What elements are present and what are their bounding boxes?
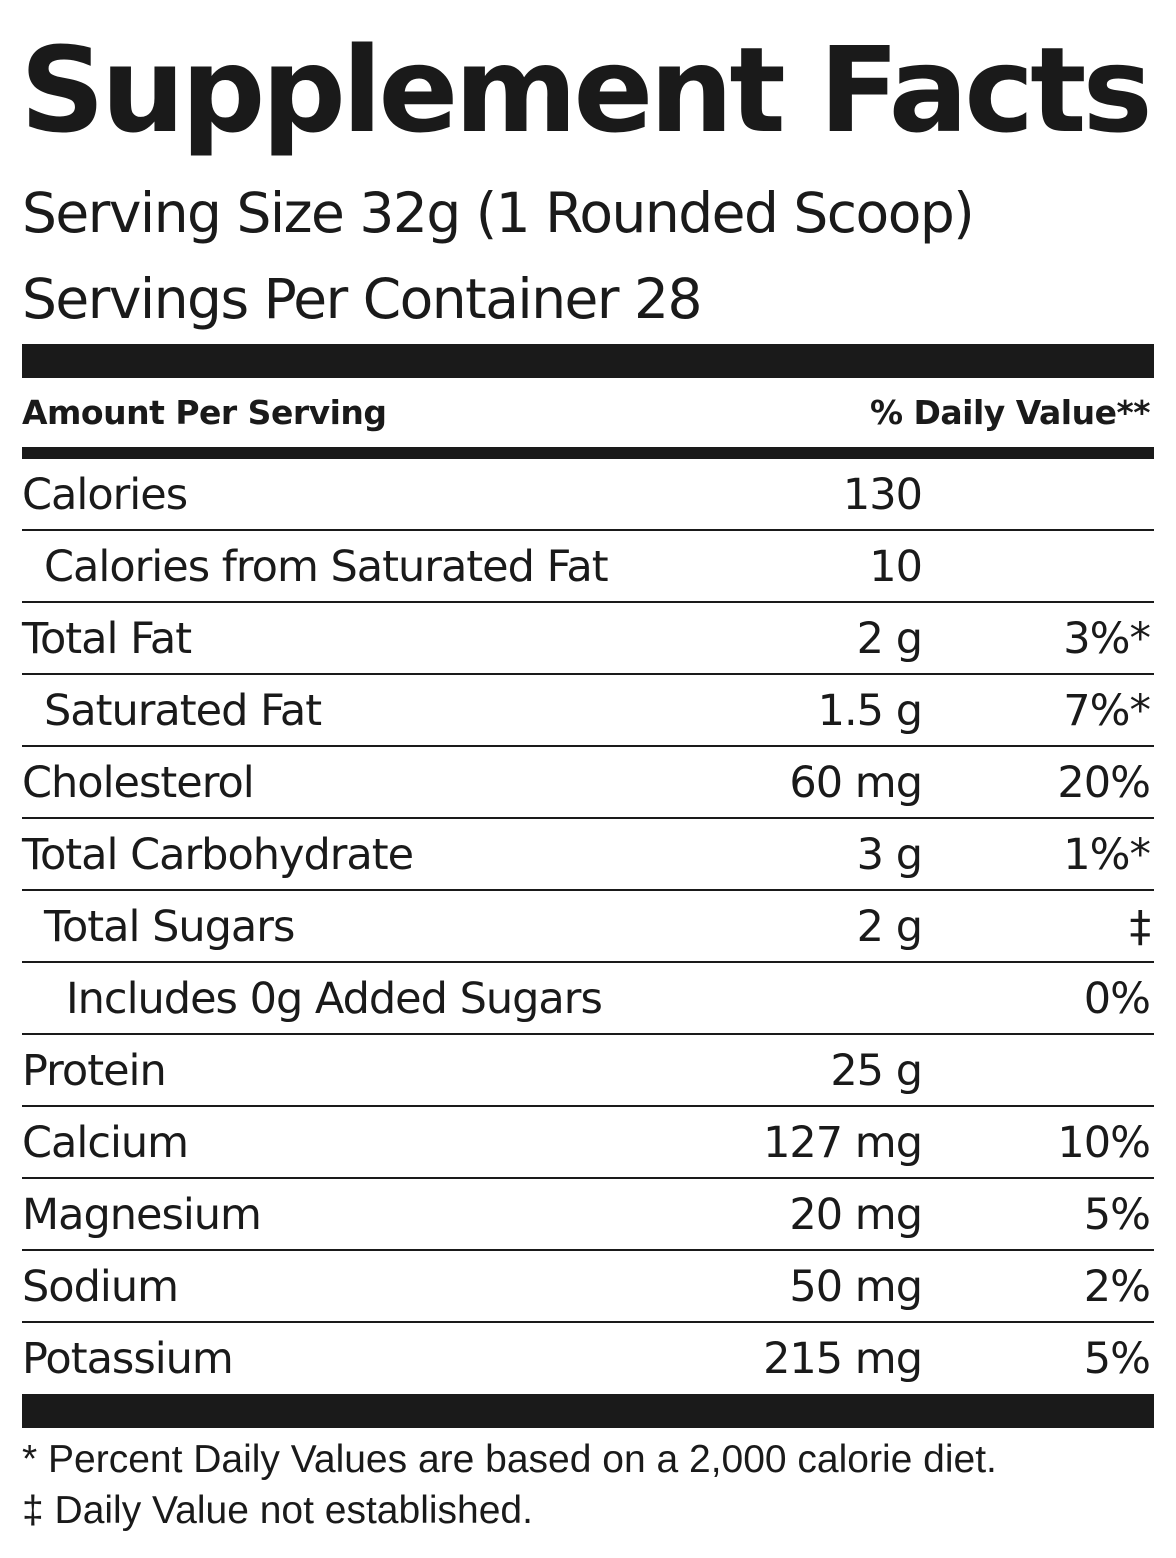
nutrient-table: Calories 130 Calories from Saturated Fat… — [22, 459, 1154, 1395]
nutrient-daily-value: 5% — [1083, 1334, 1151, 1384]
nutrient-row-magnesium: Magnesium 20 mg 5% — [22, 1179, 1154, 1251]
nutrient-name: Includes 0g Added Sugars — [66, 974, 603, 1024]
footnote-not-established: ‡ Daily Value not established. — [22, 1489, 533, 1532]
thick-divider-top — [22, 344, 1154, 378]
table-header: Amount Per Serving % Daily Value** — [22, 378, 1154, 447]
nutrient-amount: 130 — [842, 470, 923, 520]
nutrient-amount: 3 g — [856, 830, 923, 880]
medium-divider — [22, 447, 1154, 459]
nutrient-name: Calcium — [22, 1118, 189, 1168]
serving-size: Serving Size 32g (1 Rounded Scoop) — [22, 181, 975, 245]
nutrient-daily-value: 5% — [1083, 1190, 1151, 1240]
nutrient-amount: 50 mg — [789, 1262, 923, 1312]
nutrient-row-added-sugars: Includes 0g Added Sugars 0% — [22, 963, 1154, 1035]
nutrient-amount: 1.5 g — [817, 686, 923, 736]
nutrient-amount: 10 — [869, 542, 923, 592]
nutrient-name: Cholesterol — [22, 758, 255, 808]
daily-value-heading: % Daily Value** — [869, 393, 1151, 432]
nutrient-amount: 2 g — [856, 902, 923, 952]
nutrient-amount: 25 g — [830, 1046, 923, 1096]
nutrient-row-saturated-fat: Saturated Fat 1.5 g 7%* — [22, 675, 1154, 747]
nutrient-name: Total Sugars — [44, 902, 295, 952]
nutrient-row-calcium: Calcium 127 mg 10% — [22, 1107, 1154, 1179]
nutrient-row-protein: Protein 25 g — [22, 1035, 1154, 1107]
amount-per-serving-heading: Amount Per Serving — [22, 393, 387, 432]
nutrient-row-sodium: Sodium 50 mg 2% — [22, 1251, 1154, 1323]
nutrient-daily-value: 20% — [1057, 758, 1151, 808]
label-title: Supplement Facts — [20, 21, 1153, 159]
footnotes: * Percent Daily Values are based on a 2,… — [22, 1434, 1154, 1536]
nutrient-daily-value: 10% — [1057, 1118, 1151, 1168]
nutrient-row-potassium: Potassium 215 mg 5% — [22, 1323, 1154, 1395]
nutrient-row-total-sugars: Total Sugars 2 g ‡ — [22, 891, 1154, 963]
nutrient-amount: 20 mg — [789, 1190, 923, 1240]
nutrient-daily-value: 7%* — [1063, 686, 1151, 736]
nutrient-name: Calories from Saturated Fat — [44, 542, 609, 592]
nutrient-daily-value: 3%* — [1063, 614, 1151, 664]
nutrient-name: Magnesium — [22, 1190, 262, 1240]
thick-divider-bottom — [22, 1394, 1154, 1428]
nutrient-name: Total Fat — [22, 614, 192, 664]
nutrient-row-total-fat: Total Fat 2 g 3%* — [22, 603, 1154, 675]
nutrient-name: Calories — [22, 470, 188, 520]
nutrient-row-total-carbohydrate: Total Carbohydrate 3 g 1%* — [22, 819, 1154, 891]
nutrient-row-calories-from-saturated-fat: Calories from Saturated Fat 10 — [22, 531, 1154, 603]
nutrient-name: Sodium — [22, 1262, 179, 1312]
nutrient-row-cholesterol: Cholesterol 60 mg 20% — [22, 747, 1154, 819]
servings-per-container: Servings Per Container 28 — [22, 267, 702, 331]
nutrient-daily-value: 1%* — [1063, 830, 1151, 880]
nutrient-amount: 215 mg — [763, 1334, 923, 1384]
nutrient-name: Protein — [22, 1046, 167, 1096]
nutrient-daily-value: 0% — [1083, 974, 1151, 1024]
nutrient-amount: 127 mg — [763, 1118, 923, 1168]
nutrient-amount: 60 mg — [789, 758, 923, 808]
nutrient-name: Potassium — [22, 1334, 234, 1384]
nutrient-row-calories: Calories 130 — [22, 459, 1154, 531]
supplement-facts-label: Supplement Facts Serving Size 32g (1 Rou… — [20, 0, 1154, 1558]
nutrient-daily-value: ‡ — [1129, 902, 1151, 952]
nutrient-name: Saturated Fat — [44, 686, 322, 736]
nutrient-amount: 2 g — [856, 614, 923, 664]
nutrient-daily-value: 2% — [1083, 1262, 1151, 1312]
footnote-daily-values: * Percent Daily Values are based on a 2,… — [22, 1438, 997, 1481]
nutrient-name: Total Carbohydrate — [22, 830, 414, 880]
